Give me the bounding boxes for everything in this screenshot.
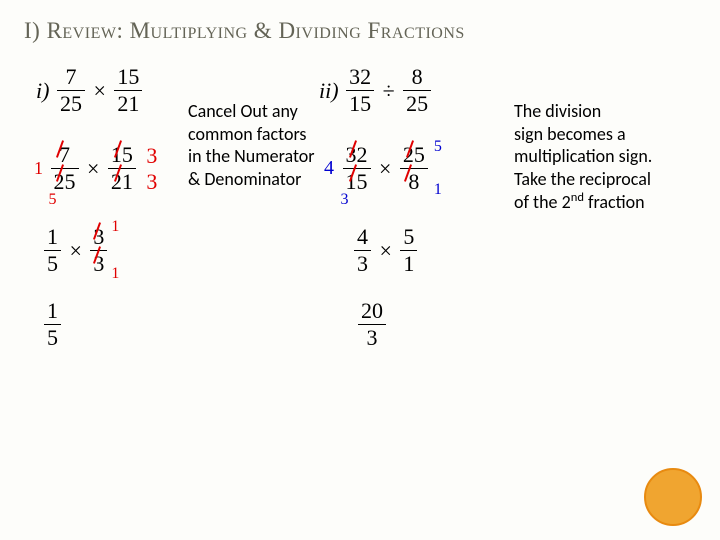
eq-i-result: 15: [44, 298, 61, 351]
eq-i-line3: 15 × 33 1 1: [44, 224, 107, 277]
label-ii: ii): [319, 78, 339, 104]
note-cancel: Cancel Out any common factors in the Num…: [188, 100, 318, 190]
content-area: i) 725 × 1521 1 725 5 × 1521 33 15 × 33: [24, 64, 696, 504]
eq-i-line2: 1 725 5 × 1521 33: [34, 142, 160, 195]
eq-ii-line3: 43 × 51: [354, 224, 417, 277]
note-reciprocal: The division sign becomes a multiplicati…: [514, 100, 704, 214]
eq-ii-line2: 4 3215 3 × 258 5 1: [324, 142, 428, 195]
slide-title: I) Review: Multiplying & Dividing Fracti…: [24, 18, 696, 44]
eq-ii-line1: ii) 3215 ÷ 825: [319, 64, 431, 117]
eq-i-line1: i) 725 × 1521: [36, 64, 142, 117]
label-i: i): [36, 78, 49, 104]
decorative-circle: [644, 468, 702, 526]
eq-ii-result: 203: [358, 298, 386, 351]
